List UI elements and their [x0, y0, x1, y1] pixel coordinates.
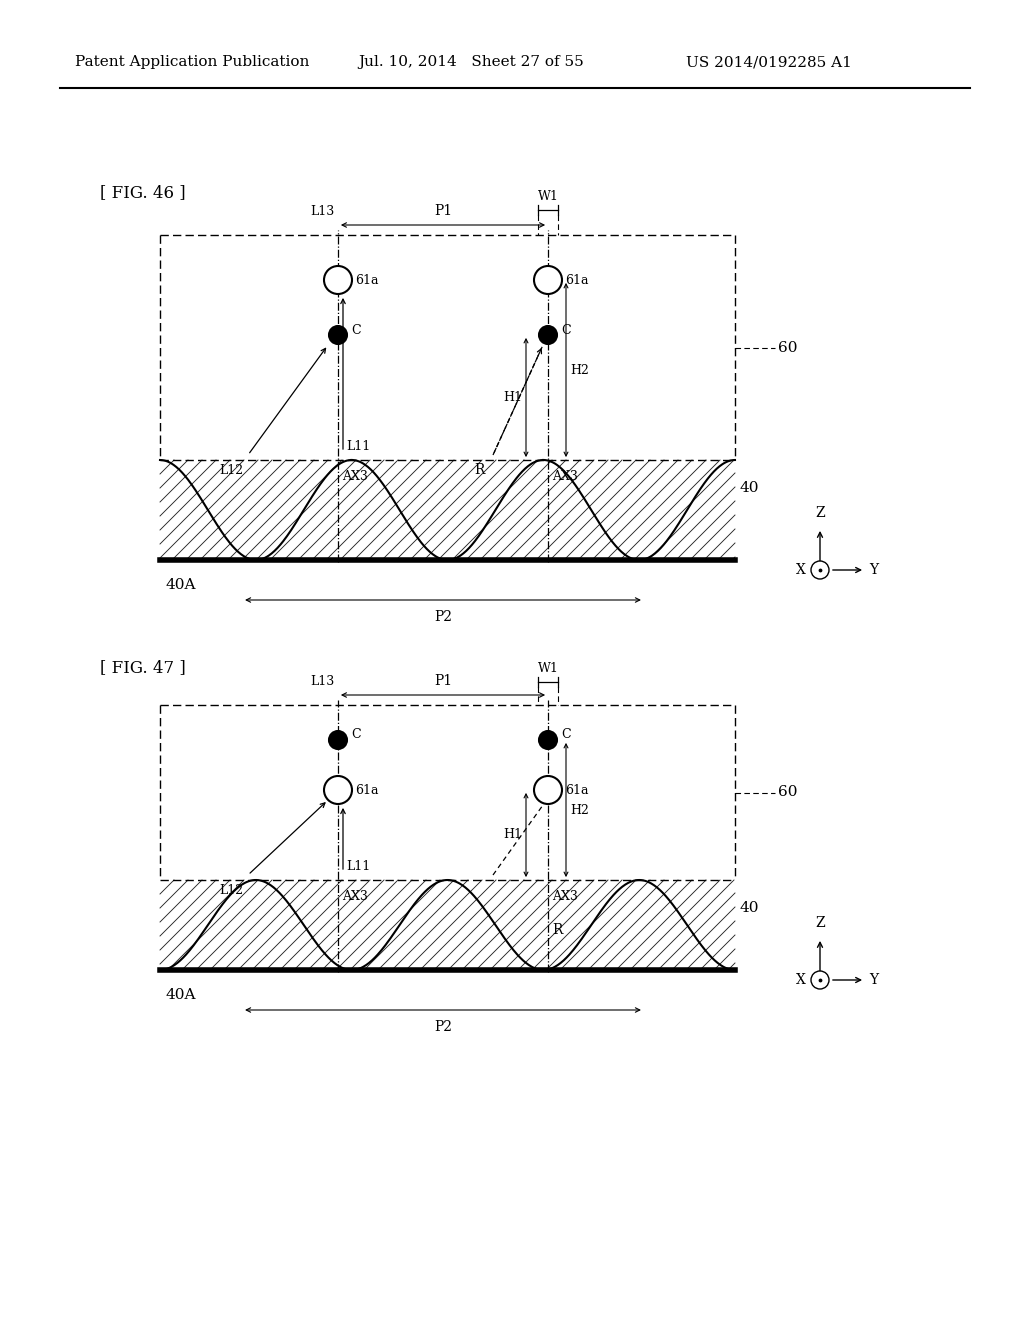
Text: L12: L12	[219, 883, 243, 896]
Text: W1: W1	[538, 663, 558, 675]
Text: Patent Application Publication: Patent Application Publication	[75, 55, 309, 69]
Text: L11: L11	[346, 861, 371, 873]
Text: Z: Z	[815, 506, 824, 520]
Text: H1: H1	[503, 391, 522, 404]
Text: 61a: 61a	[355, 784, 379, 796]
Circle shape	[324, 267, 352, 294]
Circle shape	[534, 776, 562, 804]
Circle shape	[329, 326, 347, 345]
Circle shape	[539, 326, 557, 345]
Text: P2: P2	[434, 1020, 452, 1034]
Circle shape	[811, 561, 829, 579]
Text: L13: L13	[310, 205, 335, 218]
Text: 61a: 61a	[565, 784, 589, 796]
Text: Jul. 10, 2014   Sheet 27 of 55: Jul. 10, 2014 Sheet 27 of 55	[358, 55, 584, 69]
Text: H1: H1	[503, 829, 522, 842]
Text: C: C	[561, 729, 570, 742]
Text: X: X	[796, 564, 806, 577]
Circle shape	[534, 267, 562, 294]
Text: R: R	[552, 923, 562, 937]
Text: 40: 40	[740, 480, 760, 495]
Text: C: C	[351, 729, 360, 742]
Text: H2: H2	[570, 363, 589, 376]
Text: P1: P1	[434, 675, 452, 688]
Text: W1: W1	[538, 190, 558, 203]
Text: 40: 40	[740, 902, 760, 915]
Text: [ FIG. 46 ]: [ FIG. 46 ]	[100, 185, 185, 202]
Text: H2: H2	[570, 804, 589, 817]
Text: Z: Z	[815, 916, 824, 931]
Text: L11: L11	[346, 440, 371, 453]
Circle shape	[324, 776, 352, 804]
Text: L12: L12	[219, 463, 243, 477]
Text: P2: P2	[434, 610, 452, 624]
Text: L13: L13	[310, 675, 335, 688]
Text: 40A: 40A	[165, 987, 196, 1002]
Text: X: X	[796, 973, 806, 987]
Text: 40A: 40A	[165, 578, 196, 591]
Text: AX3: AX3	[342, 470, 368, 483]
Circle shape	[811, 972, 829, 989]
Text: Y: Y	[869, 973, 879, 987]
Text: AX3: AX3	[552, 470, 578, 483]
Text: R: R	[475, 463, 485, 477]
Text: AX3: AX3	[342, 890, 368, 903]
Text: 61a: 61a	[565, 273, 589, 286]
Circle shape	[329, 731, 347, 748]
Text: C: C	[351, 323, 360, 337]
Text: US 2014/0192285 A1: US 2014/0192285 A1	[686, 55, 852, 69]
Text: [ FIG. 47 ]: [ FIG. 47 ]	[100, 660, 185, 676]
Text: 60: 60	[778, 341, 798, 355]
Text: 61a: 61a	[355, 273, 379, 286]
Text: AX3: AX3	[552, 890, 578, 903]
Text: P1: P1	[434, 205, 452, 218]
Text: C: C	[561, 323, 570, 337]
Circle shape	[539, 731, 557, 748]
Text: Y: Y	[869, 564, 879, 577]
Text: 60: 60	[778, 785, 798, 800]
